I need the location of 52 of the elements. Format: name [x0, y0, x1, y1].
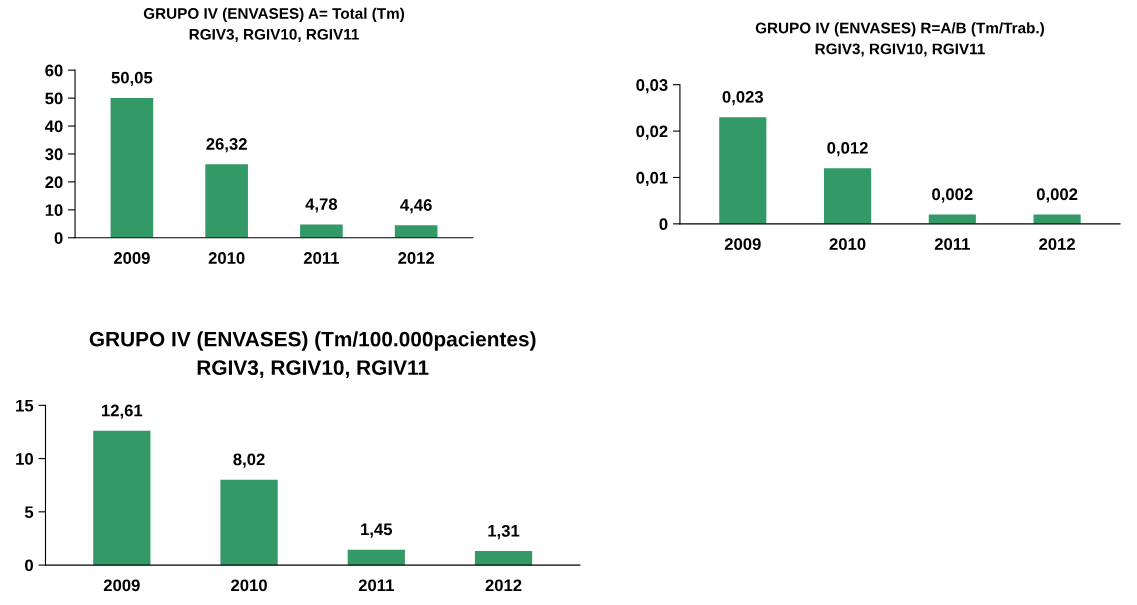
x-tick-label: 2009	[113, 252, 150, 264]
bar	[823, 168, 872, 224]
bar	[220, 479, 278, 566]
x-tick-label: 2011	[358, 579, 394, 592]
y-tick-label: 60	[45, 64, 63, 77]
data-label: 50,05	[111, 71, 153, 86]
y-tick-label: 0	[54, 232, 63, 244]
y-tick-label: 0	[659, 218, 668, 231]
data-label: 0,002	[1036, 188, 1078, 203]
y-tick-label: 10	[16, 452, 33, 465]
x-tick-label: 2012	[485, 579, 522, 592]
data-label: 12,61	[102, 404, 143, 419]
y-tick-label: 0,01	[636, 171, 668, 187]
bar	[93, 430, 151, 566]
x-tick-label: 2009	[103, 579, 140, 592]
data-label: 0,012	[827, 141, 868, 157]
chart-title: GRUPO IV (ENVASES) R=A/B (Tm/Trab.) RGIV3, RGIV10, RGIV11	[755, 22, 1044, 57]
y-tick-label: 0,03	[636, 79, 668, 94]
y-tick-label: 0	[25, 559, 33, 572]
bar	[347, 549, 405, 566]
y-tick-label: 20	[45, 176, 63, 189]
data-label: 1,45	[361, 523, 393, 538]
x-tick-label: 2011	[303, 252, 340, 264]
x-tick-label: 2012	[398, 252, 435, 264]
x-tick-label: 2010	[208, 252, 245, 264]
y-tick-label: 40	[44, 120, 63, 133]
chart-title: GRUPO IV (ENVASES) A= Total (Tm) RGIV3, RGIV10, RGIV11	[143, 7, 405, 42]
x-tick-label: 2010	[231, 579, 267, 592]
x-tick-label: 2012	[1039, 238, 1075, 250]
data-label: 0,023	[722, 90, 764, 106]
y-tick-label: 5	[24, 506, 34, 519]
bar	[394, 225, 438, 238]
bar	[110, 97, 154, 238]
bar	[719, 117, 767, 224]
x-tick-label: 2009	[724, 238, 761, 250]
y-tick-label: 15	[16, 399, 34, 412]
bar	[300, 224, 343, 238]
y-tick-label: 10	[45, 204, 63, 217]
data-label: 4,46	[400, 199, 432, 214]
bar	[474, 551, 533, 566]
x-tick-label: 2010	[829, 238, 866, 250]
data-label: 26,32	[206, 138, 247, 153]
y-tick-label: 50	[45, 92, 63, 105]
x-tick-label: 2011	[934, 238, 970, 250]
data-label: 4,78	[305, 198, 338, 213]
data-label: 1,31	[488, 524, 520, 540]
chart-title: GRUPO IV (ENVASES) (Tm/100.000pacientes) RGIV3, RGIV10, RGIV11	[89, 331, 536, 379]
data-label: 8,02	[233, 453, 265, 468]
bar	[205, 164, 248, 238]
y-tick-label: 30	[45, 148, 63, 161]
y-tick-label: 0,02	[636, 125, 668, 140]
data-label: 0,002	[932, 188, 973, 203]
